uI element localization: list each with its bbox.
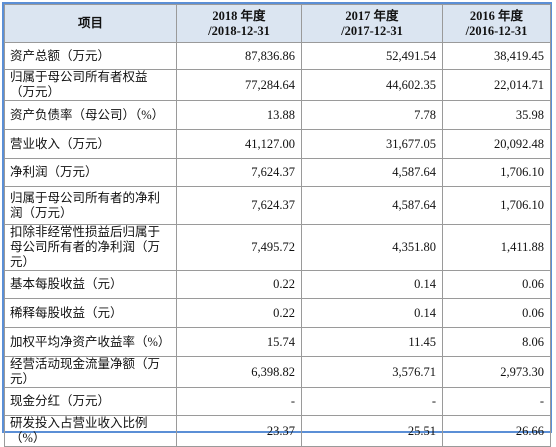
header-line: 2017 年度	[345, 8, 399, 23]
row-label: 基本每股收益（元）	[4, 270, 177, 299]
header-line: 2018 年度	[212, 8, 266, 23]
header-cell: 2018 年度/2018-12-31	[176, 4, 302, 43]
header-cell: 2016 年度/2016-12-31	[442, 4, 551, 43]
header-line: 2016 年度	[469, 8, 524, 23]
value-cell: 7.78	[301, 100, 443, 130]
value-cell: 0.14	[301, 270, 443, 299]
value-cell: 0.06	[442, 270, 551, 299]
header-line: /2016-12-31	[465, 23, 528, 38]
value-cell: 2,973.30	[442, 356, 551, 388]
row-label: 净利润（万元）	[4, 158, 177, 187]
value-cell: -	[442, 387, 551, 416]
row-label: 营业收入（万元）	[4, 129, 177, 159]
value-cell: 3,576.71	[301, 356, 443, 388]
table-row: 基本每股收益（元） 0.22 0.14 0.06	[4, 270, 551, 299]
value-cell: 1,411.88	[442, 224, 551, 271]
value-cell: 1,706.10	[442, 158, 551, 187]
row-label: 研发投入占营业收入比例（%）	[4, 415, 177, 447]
value-cell: 0.22	[176, 270, 302, 299]
data-table: 项目 2018 年度/2018-12-31 2017 年度/2017-12-31 20…	[4, 4, 551, 447]
table-row: 稀释每股收益（元） 0.22 0.14 0.06	[4, 298, 551, 328]
table-row: 现金分红（万元） - - -	[4, 387, 551, 416]
value-cell: 7,624.37	[176, 186, 302, 225]
value-cell: 25.51	[301, 415, 443, 447]
row-label: 经营活动现金流量净额（万元）	[4, 356, 177, 388]
row-label: 稀释每股收益（元）	[4, 298, 177, 328]
value-cell: 41,127.00	[176, 129, 302, 159]
row-label: 归属于母公司所有者权益（万元）	[4, 69, 177, 101]
value-cell: -	[301, 387, 443, 416]
table-row: 经营活动现金流量净额（万元） 6,398.82 3,576.71 2,973.30	[4, 356, 551, 388]
value-cell: 31,677.05	[301, 129, 443, 159]
value-cell: 8.06	[442, 327, 551, 357]
table-row: 加权平均净资产收益率（%） 15.74 11.45 8.06	[4, 327, 551, 357]
value-cell: 15.74	[176, 327, 302, 357]
value-cell: 4,587.64	[301, 186, 443, 225]
row-label: 扣除非经常性损益后归属于母公司所有者的净利润（万元）	[4, 224, 177, 271]
row-label: 资产总额（万元）	[4, 42, 177, 70]
value-cell: 0.06	[442, 298, 551, 328]
table-row: 研发投入占营业收入比例（%） 23.37 25.51 26.66	[4, 415, 551, 447]
value-cell: 1,706.10	[442, 186, 551, 225]
value-cell: 7,624.37	[176, 158, 302, 187]
header-line: /2018-12-31	[208, 23, 270, 38]
table-row: 归属于母公司所有者权益（万元） 77,284.64 44,602.35 22,014.…	[4, 69, 551, 101]
value-cell: 7,495.72	[176, 224, 302, 271]
value-cell: 6,398.82	[176, 356, 302, 388]
table-row: 资产总额（万元） 87,836.86 52,491.54 38,419.45	[4, 42, 551, 70]
value-cell: -	[176, 387, 302, 416]
value-cell: 20,092.48	[442, 129, 551, 159]
header-cell: 2017 年度/2017-12-31	[301, 4, 443, 43]
value-cell: 77,284.64	[176, 69, 302, 101]
value-cell: 44,602.35	[301, 69, 443, 101]
table-row: 归属于母公司所有者的净利润（万元） 7,624.37 4,587.64 1,706.1…	[4, 186, 551, 225]
value-cell: 26.66	[442, 415, 551, 447]
value-cell: 11.45	[301, 327, 443, 357]
table-row: 营业收入（万元） 41,127.00 31,677.05 20,092.48	[4, 129, 551, 159]
value-cell: 35.98	[442, 100, 551, 130]
header-line: /2017-12-31	[341, 23, 403, 38]
table-row: 资产负债率（母公司）（%） 13.88 7.78 35.98	[4, 100, 551, 130]
row-label: 归属于母公司所有者的净利润（万元）	[4, 186, 177, 225]
value-cell: 4,587.64	[301, 158, 443, 187]
value-cell: 52,491.54	[301, 42, 443, 70]
value-cell: 87,836.86	[176, 42, 302, 70]
header-cell: 项目	[4, 4, 177, 43]
row-label: 资产负债率（母公司）（%）	[4, 100, 177, 130]
value-cell: 13.88	[176, 100, 302, 130]
row-label: 现金分红（万元）	[4, 387, 177, 416]
header-row: 项目 2018 年度/2018-12-31 2017 年度/2017-12-31 20…	[4, 4, 551, 43]
value-cell: 38,419.45	[442, 42, 551, 70]
value-cell: 23.37	[176, 415, 302, 447]
row-label: 加权平均净资产收益率（%）	[4, 327, 177, 357]
value-cell: 22,014.71	[442, 69, 551, 101]
table-row: 扣除非经常性损益后归属于母公司所有者的净利润（万元） 7,495.72 4,351.…	[4, 224, 551, 271]
table-row: 净利润（万元） 7,624.37 4,587.64 1,706.10	[4, 158, 551, 187]
value-cell: 4,351.80	[301, 224, 443, 271]
value-cell: 0.22	[176, 298, 302, 328]
value-cell: 0.14	[301, 298, 443, 328]
